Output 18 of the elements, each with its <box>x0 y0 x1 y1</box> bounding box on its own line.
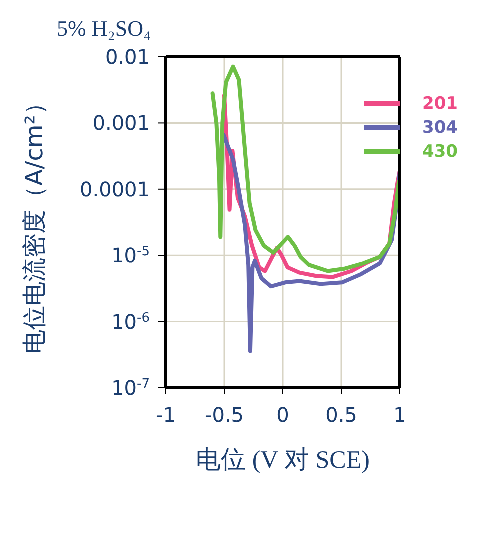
legend-label: 201 <box>422 94 458 114</box>
x-tick-label: -1 <box>156 403 176 428</box>
x-tick-label: 0.5 <box>326 403 358 428</box>
chart-title: 5% H₂SO₄ <box>57 16 152 42</box>
y-tick-label: 10$^{-6}$ <box>112 310 150 334</box>
y-tick-label: 0.0001 <box>80 177 150 202</box>
y-tick-label: 0.001 <box>92 111 150 136</box>
x-axis-title: 电位 (V 对 SCE) <box>196 447 370 474</box>
y-tick-label: 10$^{-7}$ <box>112 376 150 400</box>
legend-label: 430 <box>422 142 458 162</box>
y-tick-label: 0.01 <box>105 45 150 69</box>
x-tick-label: -0.5 <box>204 403 244 428</box>
legend-label: 304 <box>422 118 458 138</box>
line-series <box>210 64 400 274</box>
y-tick-label: 10$^{-5}$ <box>112 244 150 268</box>
x-tick-label: 1 <box>394 403 406 428</box>
x-tick-label: 0 <box>276 403 290 428</box>
y-axis-title: 电位电流密度（A/cm²） <box>20 91 49 354</box>
